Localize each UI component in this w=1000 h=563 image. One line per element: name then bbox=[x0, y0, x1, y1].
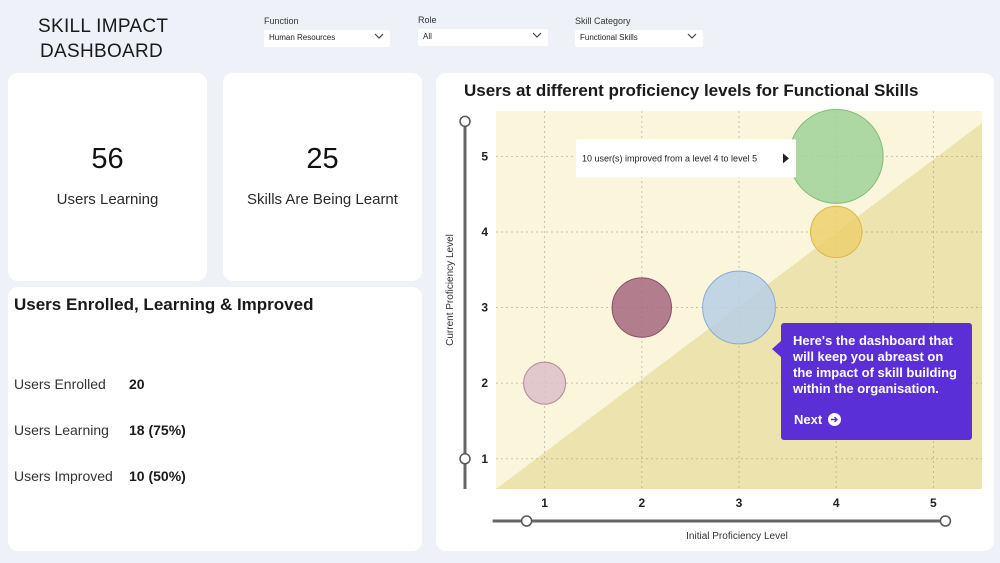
arrow-right-icon bbox=[828, 413, 842, 426]
y-tick-label: 5 bbox=[481, 149, 488, 163]
enrollment-card: Users Enrolled, Learning & Improved User… bbox=[8, 287, 422, 551]
function-select-value: Human Resources bbox=[269, 33, 336, 42]
onboarding-tooltip: Here's the dashboard that will keep you … bbox=[772, 323, 972, 440]
stat-value: 18 (75%) bbox=[129, 422, 186, 438]
stat-label: Users Learning bbox=[14, 422, 109, 438]
kpi-label: Users Learning bbox=[56, 191, 159, 208]
stat-label: Users Enrolled bbox=[14, 376, 106, 392]
x-axis-label: Initial Proficiency Level bbox=[686, 531, 788, 542]
chevron-down-icon bbox=[687, 33, 697, 39]
role-select-value: All bbox=[423, 32, 432, 41]
annotation-box bbox=[576, 139, 796, 178]
bubble[interactable] bbox=[523, 361, 567, 405]
stat-row-improved: Users Improved 10 (50%) bbox=[14, 468, 186, 484]
skill-category-select-value: Functional Skills bbox=[580, 33, 638, 42]
role-filter: Role All bbox=[418, 15, 548, 46]
y-axis-label: Current Proficiency Level bbox=[445, 234, 456, 346]
y-tick-label: 3 bbox=[481, 301, 488, 315]
bubble[interactable] bbox=[788, 108, 884, 204]
x-tick-label: 1 bbox=[541, 496, 548, 510]
function-select[interactable]: Human Resources bbox=[264, 30, 390, 47]
kpi-label: Skills Are Being Learnt bbox=[247, 191, 398, 208]
dashboard-title-line1: SKILL IMPACT bbox=[38, 16, 169, 37]
x-tick-label: 5 bbox=[930, 496, 937, 510]
kpi-value: 25 bbox=[306, 143, 339, 175]
y-slider-handle[interactable] bbox=[459, 115, 471, 128]
skill-category-select[interactable]: Functional Skills bbox=[575, 30, 703, 47]
bubble[interactable] bbox=[809, 205, 863, 259]
bubble[interactable] bbox=[702, 270, 776, 345]
chart-card: Users at different proficiency levels fo… bbox=[436, 73, 994, 551]
y-slider-handle[interactable] bbox=[459, 453, 471, 465]
chevron-down-icon bbox=[374, 33, 384, 39]
next-button-label: Next bbox=[794, 412, 823, 427]
role-filter-label: Role bbox=[418, 15, 437, 25]
x-slider-handle[interactable] bbox=[939, 515, 952, 527]
bubble-chart: 1 2 3 4 5 1 2 3 4 5 10 user(s) improved from a lev… bbox=[445, 108, 982, 542]
stat-label: Users Improved bbox=[14, 468, 113, 484]
enrollment-title: Users Enrolled, Learning & Improved bbox=[14, 295, 314, 314]
skill-category-filter-label: Skill Category bbox=[575, 16, 631, 26]
x-tick-label: 4 bbox=[833, 496, 840, 510]
tooltip-text: Here's the dashboard that will keep you … bbox=[793, 333, 957, 396]
next-button[interactable]: Next bbox=[794, 412, 842, 427]
x-tick-label: 2 bbox=[638, 496, 645, 510]
role-select[interactable]: All bbox=[418, 29, 548, 46]
y-tick-label: 4 bbox=[481, 225, 488, 239]
stat-row-learning: Users Learning 18 (75%) bbox=[14, 422, 186, 438]
x-tick-label: 3 bbox=[736, 496, 743, 510]
bubble[interactable] bbox=[611, 277, 672, 338]
kpi-value: 56 bbox=[91, 143, 124, 175]
dashboard-title-line2: DASHBOARD bbox=[40, 41, 164, 62]
chevron-down-icon bbox=[532, 32, 542, 38]
stat-value: 10 (50%) bbox=[129, 468, 186, 484]
x-slider-handle[interactable] bbox=[520, 515, 533, 527]
y-tick-label: 2 bbox=[481, 376, 488, 390]
skill-category-filter: Skill Category Functional Skills bbox=[575, 16, 703, 47]
y-tick-label: 1 bbox=[481, 452, 488, 466]
stat-value: 20 bbox=[129, 376, 145, 392]
function-filter: Function Human Resources bbox=[264, 16, 390, 47]
chart-title: Users at different proficiency levels fo… bbox=[464, 81, 919, 100]
annotation-text: 10 user(s) improved from a level 4 to le… bbox=[582, 153, 757, 163]
annotation-arrow-icon bbox=[783, 153, 789, 164]
kpi-card-skills-learnt: 25 Skills Are Being Learnt bbox=[223, 73, 422, 281]
stat-row-enrolled: Users Enrolled 20 bbox=[14, 376, 145, 392]
dashboard-title: SKILL IMPACT DASHBOARD bbox=[38, 14, 168, 64]
kpi-card-users-learning: 56 Users Learning bbox=[8, 73, 207, 281]
function-filter-label: Function bbox=[264, 16, 299, 26]
